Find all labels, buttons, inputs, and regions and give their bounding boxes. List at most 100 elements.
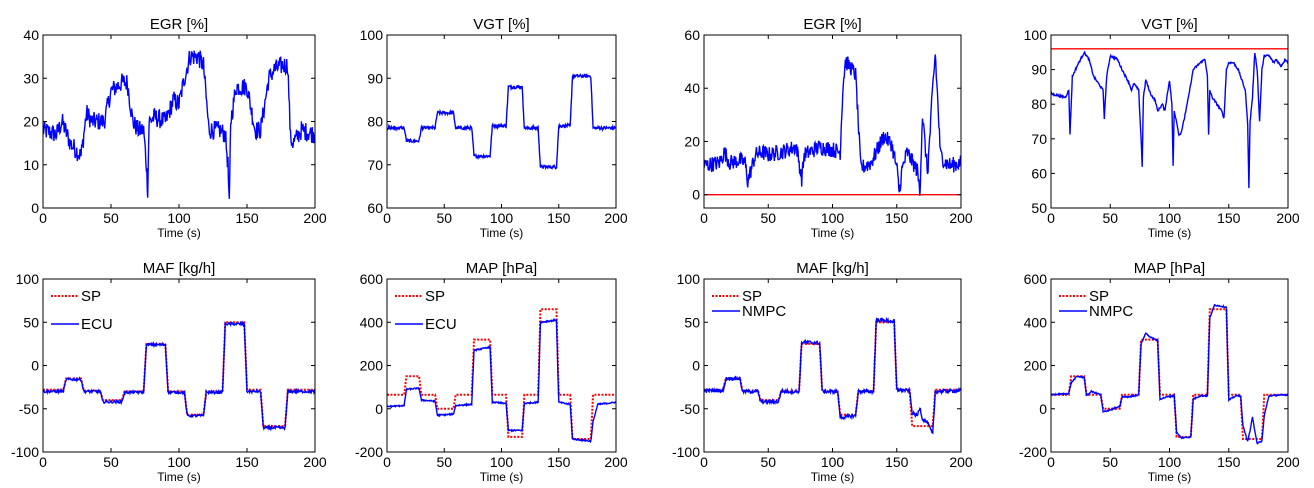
series-line-ecu [43,320,315,432]
x-tick-label: 150 [547,210,571,226]
chart-title: MAF [kg/h] [796,260,869,277]
series-line-sp [704,321,961,428]
x-tick-label: 0 [383,210,391,226]
y-tick-label: 70 [1031,131,1047,147]
plot-frame [386,34,617,209]
x-tick-label: 100 [1158,210,1182,226]
x-tick-label: 100 [490,454,514,470]
x-tick-label: 100 [821,454,845,470]
chart-title: MAP [hPa] [466,260,537,277]
x-axis-label: Time (s) [1148,470,1192,484]
y-tick-label: 100 [1024,27,1048,43]
series-line-sp [387,308,616,440]
x-tick-label: 150 [1217,454,1241,470]
y-tick-label: -100 [672,444,700,460]
y-tick-label: 0 [375,401,383,417]
x-tick-label: 100 [167,210,191,226]
legend: SP ECU [395,288,457,333]
y-tick-label: 20 [23,114,39,130]
x-axis-label: Time (s) [1148,226,1192,240]
x-tick-label: 150 [1217,210,1241,226]
legend-label: SP [425,288,445,305]
legend-label: SP [81,288,101,305]
x-tick-label: 50 [103,210,119,226]
legend-label: ECU [81,316,113,333]
x-tick-label: 200 [949,210,973,226]
y-tick-label: 400 [1024,314,1048,330]
chart-title: VGT [%] [1141,16,1197,33]
x-tick-label: 0 [383,454,391,470]
series-line-sp [1051,308,1288,440]
y-tick-label: -200 [355,444,383,460]
plot-frame [1050,278,1289,453]
legend: SP ECU [51,288,113,333]
y-tick-label: 90 [367,70,383,86]
y-tick-label: 100 [677,271,701,287]
y-tick-label: 40 [684,80,700,96]
series-line-1 [43,50,315,199]
chart-panel-3: 0 50 100 150 200 0 20 40 60 EGR [%] Time (s) [684,16,972,240]
x-tick-label: 50 [760,210,776,226]
chart-title: MAP [hPa] [1134,260,1205,277]
y-tick-label: -200 [1019,444,1047,460]
x-tick-label: 150 [235,454,259,470]
x-axis-label: Time (s) [157,470,201,484]
x-axis-label: Time (s) [811,226,855,240]
y-tick-label: 0 [692,187,700,203]
legend-label: SP [1089,288,1109,305]
series-line-1 [1051,50,1288,189]
x-tick-label: 0 [39,454,47,470]
legend-label: NMPC [742,303,786,320]
y-tick-label: 0 [692,358,700,374]
y-tick-label: 80 [1031,96,1047,112]
x-tick-label: 0 [1047,454,1055,470]
legend-label: SP [742,288,762,305]
chart-title: EGR [%] [803,16,861,33]
y-tick-label: 70 [367,157,383,173]
x-tick-label: 150 [885,454,909,470]
x-axis-label: Time (s) [811,470,855,484]
chart-title: MAF [kg/h] [143,260,216,277]
y-tick-label: 100 [16,271,40,287]
y-tick-label: -50 [19,401,39,417]
x-tick-label: 150 [547,454,571,470]
y-tick-label: 80 [367,114,383,130]
series-line-nmpc [1051,303,1288,445]
x-tick-label: 0 [700,210,708,226]
y-tick-label: 30 [23,70,39,86]
y-tick-label: 200 [360,358,384,374]
x-axis-label: Time (s) [157,226,201,240]
y-tick-label: 600 [360,271,384,287]
x-tick-label: 50 [760,454,776,470]
chart-panel-5: 0 50 100 150 200 -100 -50 0 50 100 MAF [kg/h] Time … [11,260,327,484]
x-tick-label: 50 [436,210,452,226]
chart-title: VGT [%] [473,16,529,33]
x-tick-label: 200 [949,454,973,470]
y-tick-label: 100 [360,27,384,43]
y-tick-label: 40 [23,27,39,43]
x-axis-label: Time (s) [480,226,524,240]
y-tick-label: 200 [1024,358,1048,374]
y-tick-label: 600 [1024,271,1048,287]
chart-panel-2: 0 50 100 150 200 60 70 80 90 100 VGT [%] Time (s) [360,16,628,240]
series-line-nmpc [704,316,961,435]
legend-label: NMPC [1089,303,1133,320]
x-tick-label: 100 [821,210,845,226]
series-line-ecu [387,318,616,444]
x-tick-label: 200 [303,210,327,226]
y-tick-label: -50 [680,401,700,417]
y-tick-label: 20 [684,133,700,149]
plot-frame [386,278,617,453]
y-tick-label: 60 [1031,165,1047,181]
x-tick-label: 150 [885,210,909,226]
x-tick-label: 0 [1047,210,1055,226]
x-tick-label: 100 [167,454,191,470]
y-tick-label: 50 [684,314,700,330]
series-line-1 [704,54,961,196]
